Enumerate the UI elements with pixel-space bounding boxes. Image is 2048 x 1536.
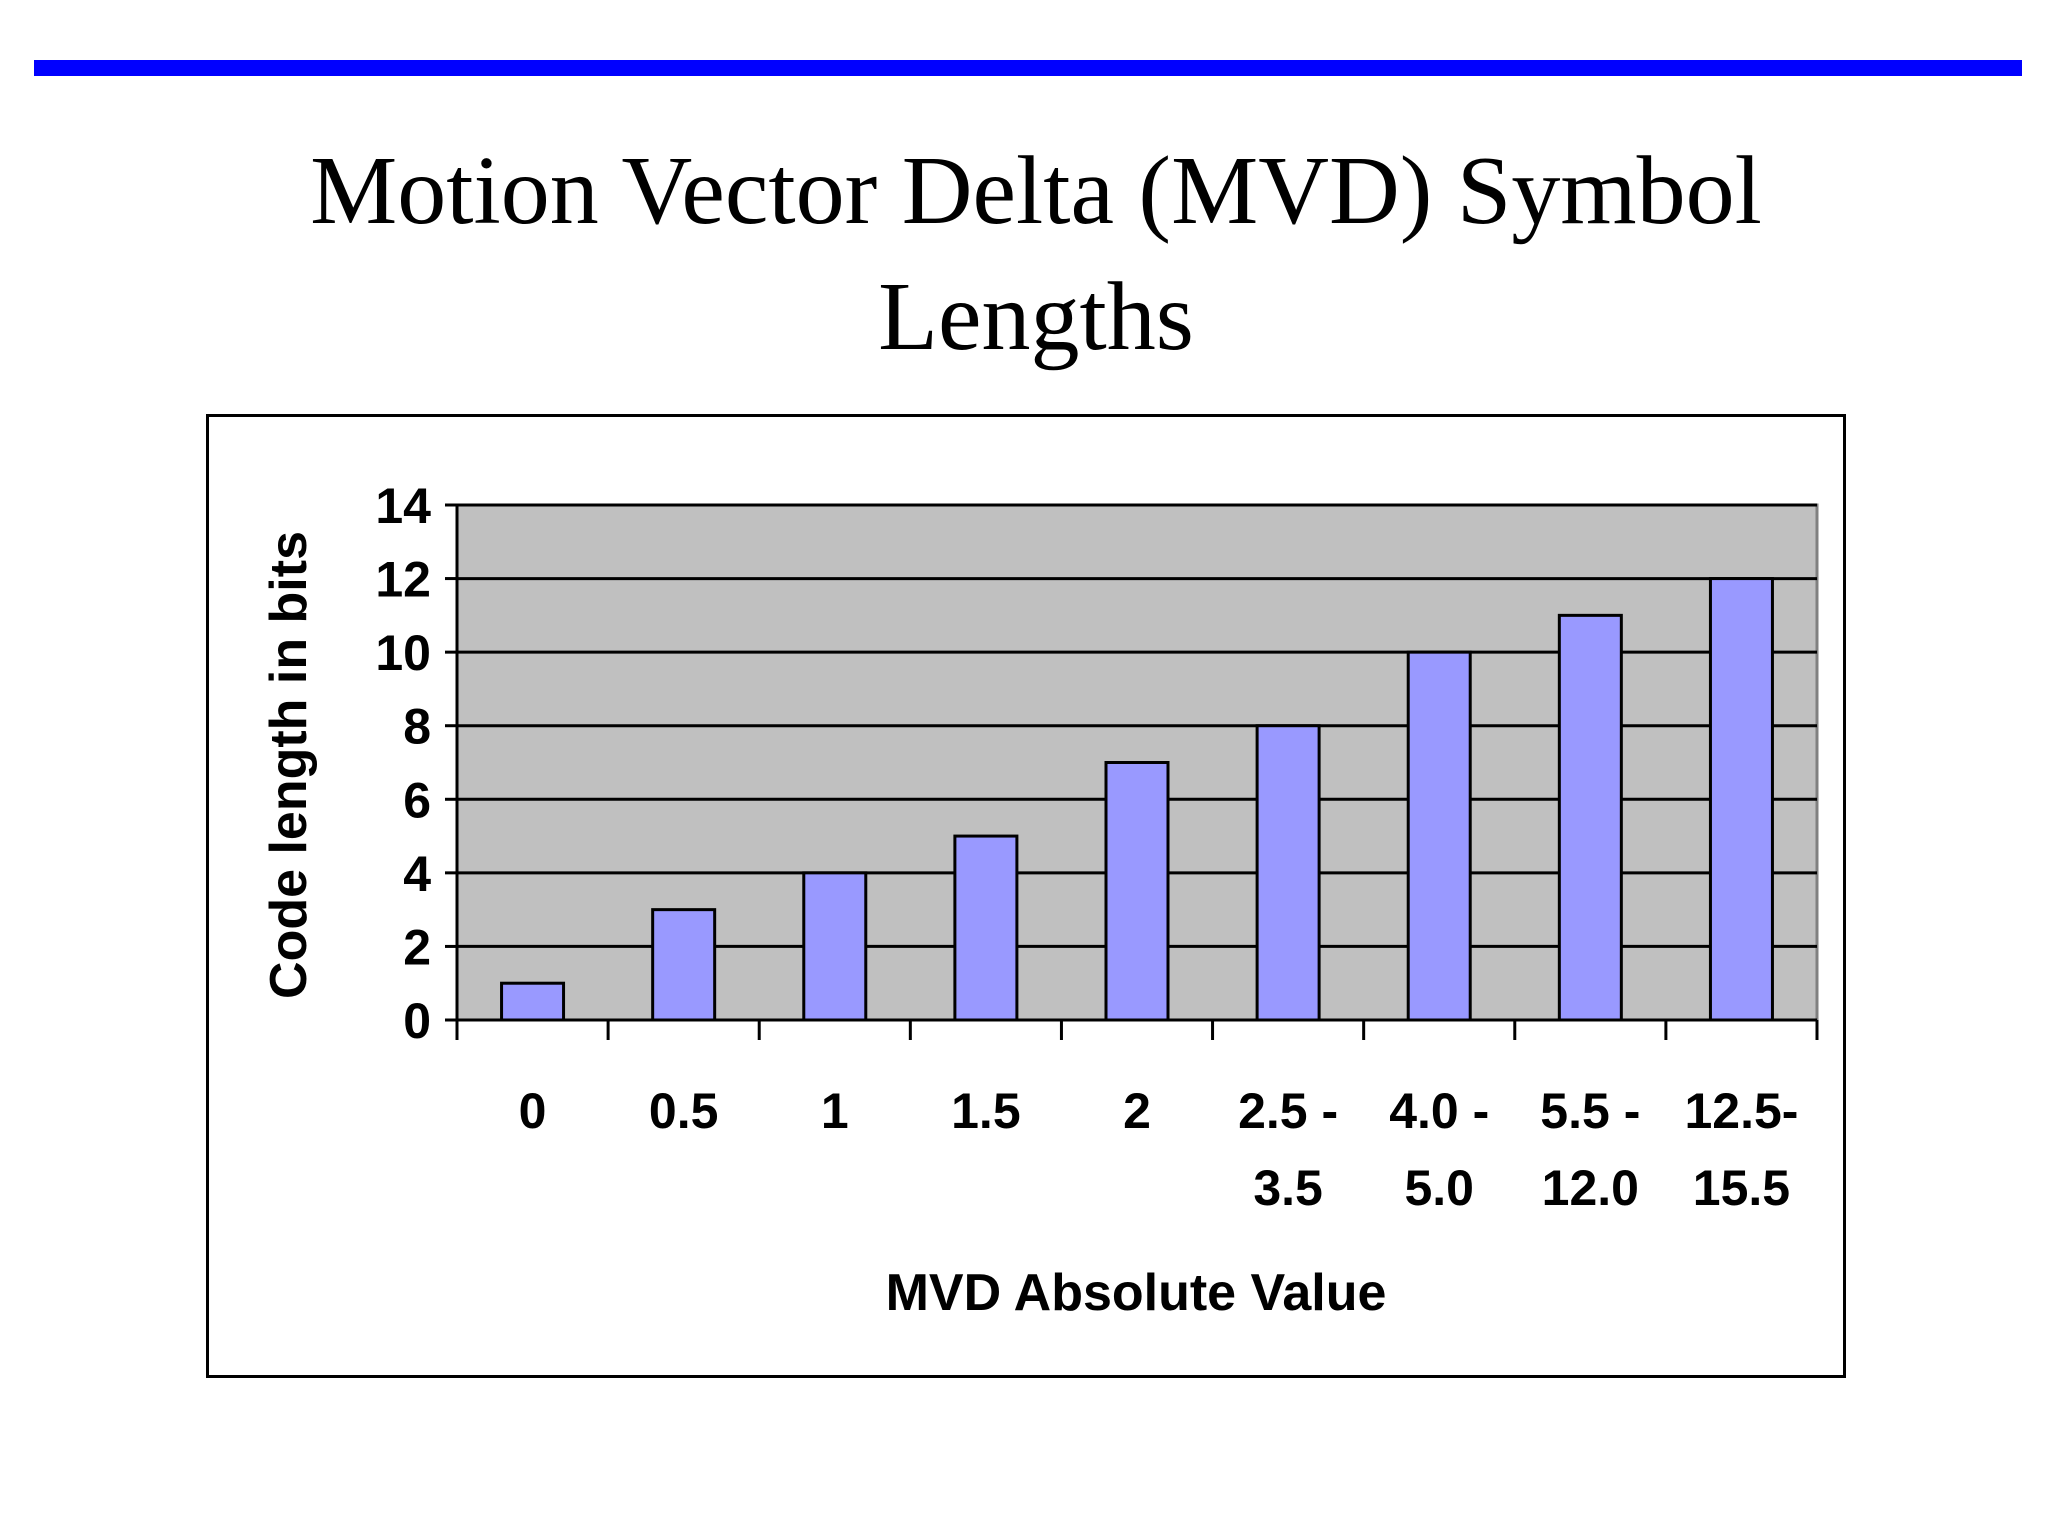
- y-tick-label: 2: [403, 919, 431, 975]
- bar: [1557, 613, 1623, 1022]
- bar: [1406, 650, 1472, 1022]
- y-tick-label: 6: [403, 772, 431, 828]
- x-tick-label: 5.5 -12.0: [1540, 1083, 1640, 1216]
- top-blue-rule: [34, 60, 2022, 76]
- y-tick-label: 0: [403, 993, 431, 1049]
- y-tick-label: 14: [375, 478, 431, 534]
- axes: [445, 503, 1819, 1040]
- y-tick-label: 8: [403, 699, 431, 755]
- y-tick-labels: 0 2 4 6 8 10 12 14: [375, 478, 431, 1049]
- slide-title: Motion Vector Delta (MVD) Symbol Lengths: [0, 128, 2048, 380]
- bar: [1255, 724, 1321, 1022]
- x-tick-label: 2: [1123, 1083, 1151, 1139]
- bar: [802, 871, 868, 1022]
- x-tick-label: 0.5: [649, 1083, 719, 1139]
- bar: [651, 908, 717, 1022]
- x-tick-label: 4.0 -5.0: [1389, 1083, 1489, 1216]
- bar: [1708, 577, 1774, 1022]
- y-axis-label: Code length in bits: [260, 531, 318, 999]
- x-tick-label: 12.5-15.5: [1684, 1083, 1798, 1216]
- y-tick-label: 4: [403, 846, 431, 902]
- y-tick-label: 10: [375, 625, 431, 681]
- bars: [500, 577, 1774, 1022]
- bar: [953, 834, 1019, 1022]
- x-tick-label: 1: [821, 1083, 849, 1139]
- x-tick-labels: 0 0.5 1 1.5 2 2.5 -3.5 4.0 -5.0 5.5 -12.0 12.5-1…: [519, 1083, 1799, 1216]
- x-tick-label: 1.5: [951, 1083, 1021, 1139]
- slide-title-line-1: Motion Vector Delta (MVD) Symbol: [310, 137, 1762, 245]
- x-tick-label: 2.5 -3.5: [1238, 1083, 1338, 1216]
- bar: [1104, 761, 1170, 1022]
- x-axis-label: MVD Absolute Value: [886, 1264, 1387, 1322]
- slide-title-line-2: Lengths: [878, 263, 1194, 371]
- bar: [500, 981, 566, 1022]
- y-tick-label: 12: [375, 552, 431, 608]
- x-tick-label: 0: [519, 1083, 547, 1139]
